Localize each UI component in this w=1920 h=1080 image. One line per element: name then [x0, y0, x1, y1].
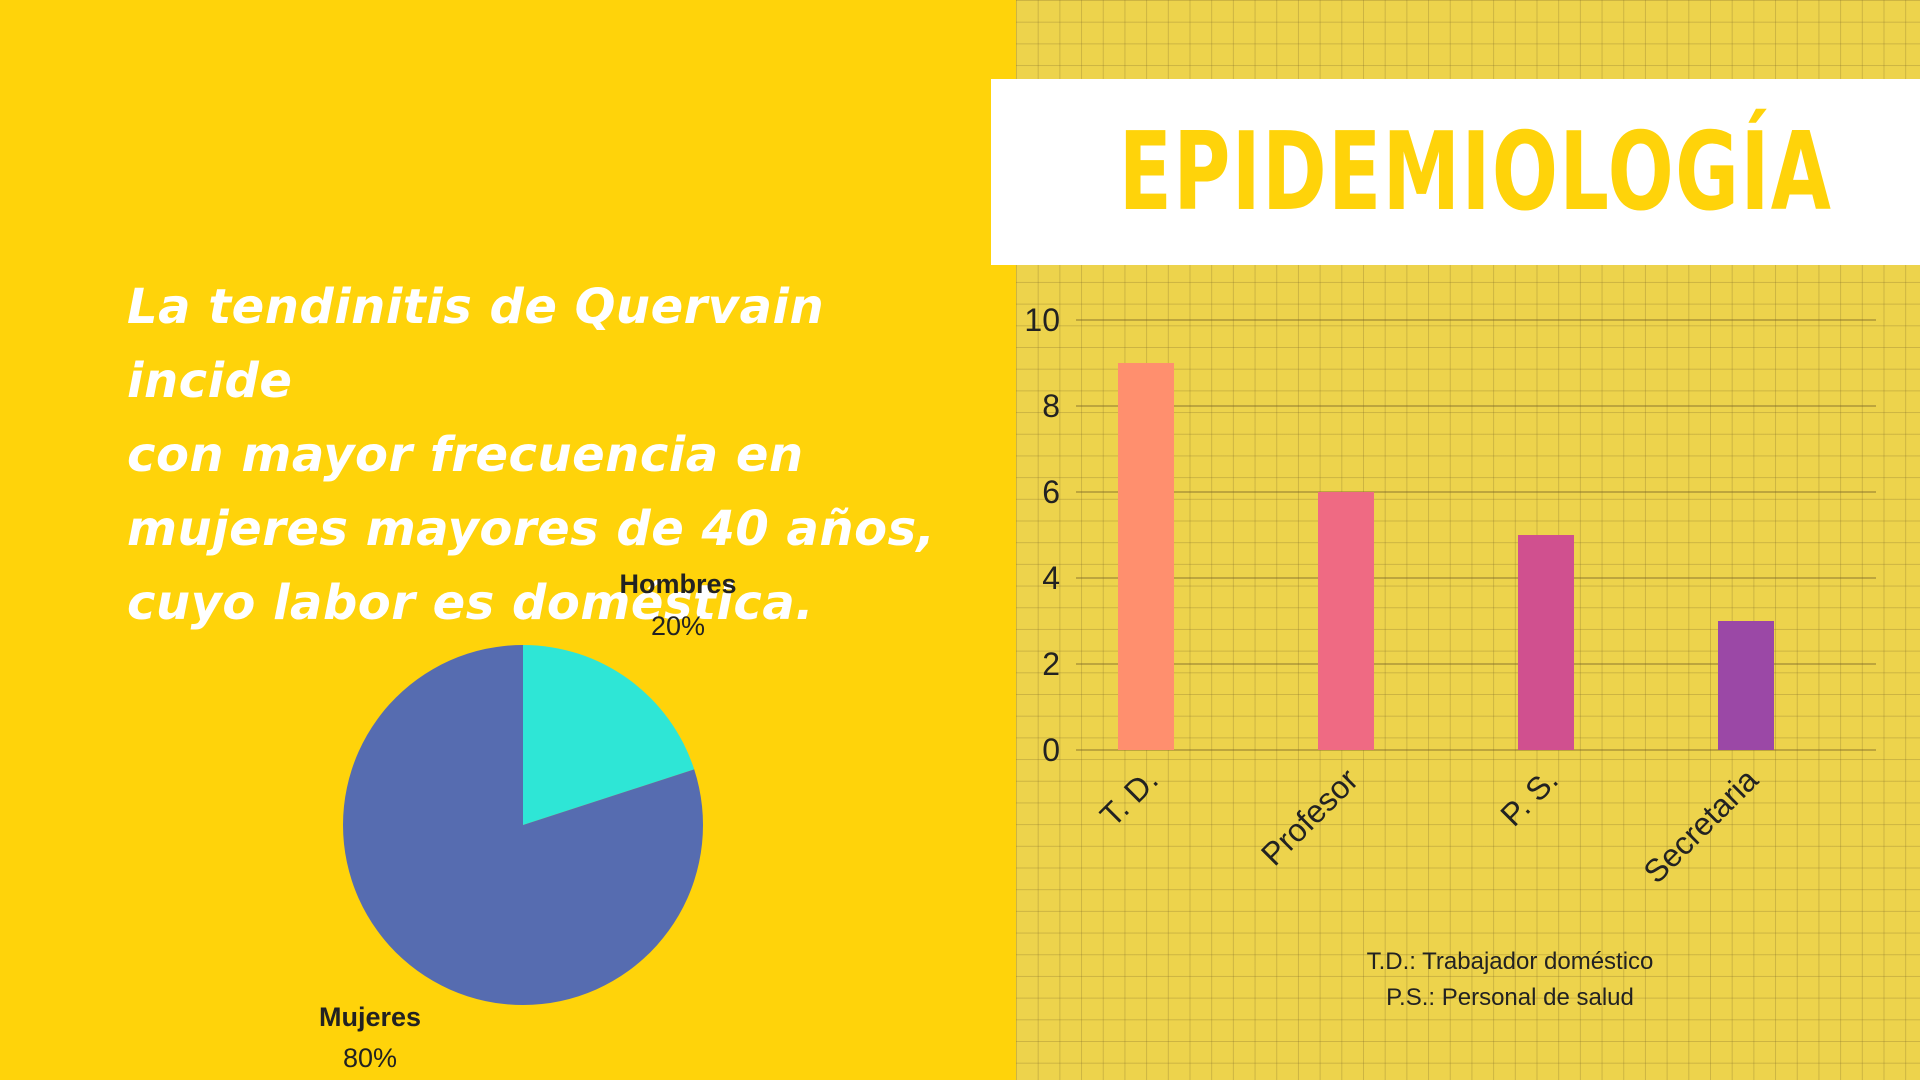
bar — [1518, 535, 1574, 750]
y-tick-label: 4 — [1042, 560, 1060, 596]
y-tick-label: 8 — [1042, 388, 1060, 424]
footnote-line-td: T.D.: Trabajador doméstico — [1366, 948, 1654, 975]
pie-slice-hombres — [523, 645, 695, 825]
pie-value-label-hombres: 20% — [651, 611, 705, 641]
bar-chart: 0 2 4 6 8 10 T. D. Profesor P. S. Secretaria — [1024, 302, 1876, 890]
bar — [1718, 621, 1774, 750]
description-text: La tendinitis de Quervain incide con may… — [127, 270, 947, 640]
footnote-line-ps: P.S.: Personal de salud — [1386, 984, 1634, 1011]
y-tick-label: 10 — [1024, 302, 1060, 338]
description-line: cuyo labor es doméstica. — [127, 575, 814, 631]
y-tick-label: 0 — [1042, 732, 1060, 768]
y-tick-label: 2 — [1042, 646, 1060, 682]
page-title: EPIDEMIOLOGÍA — [1118, 109, 1833, 235]
bar — [1318, 492, 1374, 750]
x-tick-label: Secretaria — [1636, 761, 1765, 890]
title-banner: EPIDEMIOLOGÍA — [991, 79, 1920, 265]
description-line: La tendinitis de Quervain incide — [127, 279, 825, 409]
pie-label-hombres: Hombres — [619, 569, 736, 599]
description-line: con mayor frecuencia en — [127, 427, 804, 483]
bar — [1118, 363, 1174, 750]
x-tick-label: Profesor — [1254, 761, 1365, 872]
pie-label-mujeres: Mujeres — [319, 1002, 421, 1032]
description-line: mujeres mayores de 40 años, — [127, 501, 936, 557]
y-tick-label: 6 — [1042, 474, 1060, 510]
pie-chart: Hombres 20% Mujeres 80% — [319, 569, 737, 1073]
pie-slice-mujeres — [343, 645, 703, 1005]
x-tick-label: P. S. — [1493, 761, 1565, 833]
footnote: T.D.: Trabajador doméstico P.S.: Persona… — [1300, 944, 1720, 1016]
x-tick-label: T. D. — [1093, 761, 1165, 833]
pie-value-label-mujeres: 80% — [343, 1043, 397, 1073]
